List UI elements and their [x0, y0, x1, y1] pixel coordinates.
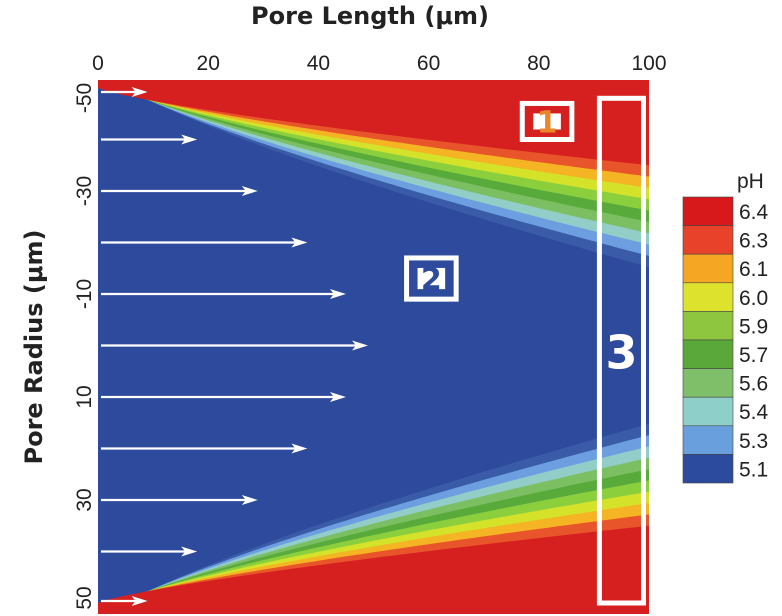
legend-swatch — [682, 368, 734, 398]
x-tick-label: 60 — [417, 52, 440, 75]
legend-label: 5.9 — [739, 315, 768, 338]
x-axis-title: Pore Length (μm) — [251, 2, 489, 30]
annotation-label: 3 — [605, 326, 637, 380]
x-tick-label: 20 — [197, 52, 220, 75]
legend-label: 5.6 — [739, 373, 768, 396]
contour-band-top — [98, 80, 649, 166]
contour-band-bottom — [98, 525, 649, 614]
flow-arrow — [101, 186, 258, 196]
ph-contour-bands — [98, 80, 649, 614]
y-tick-label: -30 — [73, 176, 96, 206]
flow-arrow — [101, 392, 346, 402]
annotation-label: 1 — [537, 105, 558, 140]
legend-title: pH — [737, 170, 764, 193]
legend-swatch — [682, 454, 734, 484]
legend-label: 6.1 — [739, 258, 768, 281]
legend-swatch — [682, 396, 734, 427]
legend-swatch — [682, 225, 734, 255]
annotation-box-3: 3 — [596, 95, 646, 606]
flow-arrow — [101, 443, 308, 454]
legend-swatch — [682, 196, 734, 226]
y-tick-label: 50 — [73, 586, 96, 609]
flow-arrow — [101, 237, 308, 248]
flow-arrow — [101, 495, 258, 505]
x-tick-label: 40 — [307, 52, 330, 75]
legend-label: 6.3 — [739, 230, 768, 253]
flow-arrow — [101, 289, 346, 299]
ph-legend: 6.4 6.3 6.1 6.0 5.9 5.7 5.6 5.4 5.3 5.1 — [682, 196, 769, 484]
legend-label: 5.3 — [739, 430, 768, 453]
annotation-box-2: 2 — [404, 255, 459, 302]
legend-swatch — [682, 311, 734, 341]
legend-swatch — [682, 339, 734, 369]
x-tick-label: 80 — [527, 52, 550, 75]
flow-arrow — [101, 134, 198, 145]
y-axis-title: Pore Radius (μm) — [20, 230, 48, 465]
legend-label: 5.7 — [739, 344, 768, 367]
y-tick-label: -10 — [73, 279, 96, 309]
legend-label: 5.4 — [739, 401, 769, 424]
x-axis-ticks: 0 20 40 60 80 100 — [92, 52, 666, 75]
legend-swatch — [682, 425, 734, 455]
flow-arrow — [101, 87, 148, 97]
x-tick-label: 0 — [92, 52, 104, 75]
y-axis-ticks: -50 -30 -10 10 30 50 — [73, 83, 96, 610]
y-tick-label: 10 — [73, 385, 96, 408]
flow-arrow — [101, 546, 198, 557]
legend-label: 5.1 — [739, 458, 768, 481]
region-annotations: 1 2 3 — [404, 95, 646, 606]
plot-area — [98, 80, 649, 614]
flow-arrows — [101, 87, 368, 606]
y-tick-label: 30 — [73, 488, 96, 511]
legend-label: 6.4 — [739, 201, 769, 224]
x-tick-label: 100 — [631, 52, 666, 75]
flow-arrow — [101, 340, 368, 351]
flow-arrow — [101, 596, 148, 606]
annotation-label: 2 — [421, 263, 442, 298]
y-tick-label: -50 — [73, 83, 96, 113]
legend-label: 6.0 — [739, 287, 768, 310]
legend-swatch — [682, 282, 734, 312]
legend-swatch — [682, 253, 734, 284]
annotation-box-1: 1 — [519, 100, 575, 142]
